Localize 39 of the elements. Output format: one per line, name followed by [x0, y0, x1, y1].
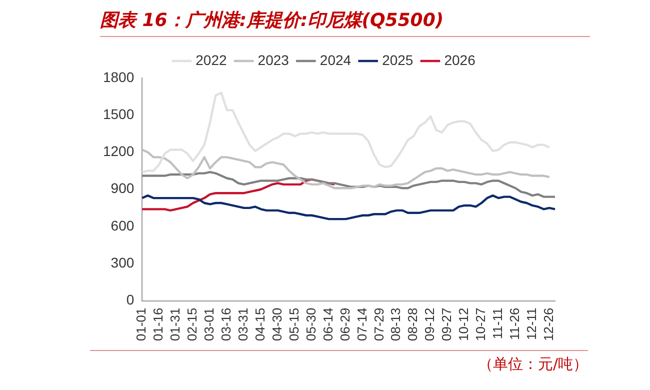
x-tick-label: 06-14	[320, 308, 336, 341]
y-tick-label: 1500	[102, 106, 134, 122]
x-tick-label: 05-15	[286, 308, 302, 341]
x-tick-label: 05-30	[303, 308, 318, 341]
x-tick-label: 12-11	[524, 308, 539, 340]
x-tick-label: 03-01	[202, 308, 217, 341]
x-tick-label: 10-12	[456, 308, 472, 341]
x-tick-label: 01-01	[134, 308, 149, 341]
legend-label: 2024	[320, 52, 352, 68]
x-tick-label: 09-12	[422, 308, 438, 341]
y-tick-label: 900	[110, 180, 134, 196]
x-tick-label: 03-31	[236, 308, 251, 341]
x-tick-label: 11-11	[490, 308, 506, 340]
legend-label: 2022	[196, 52, 227, 68]
x-tick-label: 10-27	[473, 308, 488, 341]
x-tick-label: 12-26	[540, 308, 556, 341]
text: （单位：元/吨）	[90, 350, 588, 374]
y-tick-label: 0	[126, 292, 134, 308]
x-tick-label: 03-16	[218, 308, 234, 341]
x-tick-label: 01-16	[150, 308, 166, 341]
x-tick-label: 07-29	[371, 308, 386, 341]
x-tick-label: 07-14	[354, 308, 370, 341]
x-tick-label: 09-27	[439, 308, 454, 341]
y-tick-label: 1200	[102, 143, 134, 160]
y-tick-label: 600	[110, 217, 134, 234]
y-tick-label: 1800	[102, 68, 134, 85]
chart-title: 图表 16：广州港:库提价:印尼煤(Q5500)	[100, 8, 590, 37]
x-tick-label: 04-15	[252, 308, 268, 341]
legend-label: 2026	[444, 52, 476, 68]
x-tick-label: 06-29	[337, 308, 352, 341]
x-tick-label: 04-30	[269, 308, 284, 341]
x-tick-label: 01-31	[168, 308, 183, 341]
x-tick-label: 08-28	[405, 308, 420, 341]
x-tick-label: 02-15	[184, 308, 200, 341]
x-tick-label: 08-13	[388, 308, 404, 341]
y-tick-label: 300	[110, 254, 134, 270]
x-tick-label: 11-26	[506, 308, 522, 340]
legend-label: 2023	[258, 52, 290, 68]
legend-label: 2025	[382, 52, 414, 68]
